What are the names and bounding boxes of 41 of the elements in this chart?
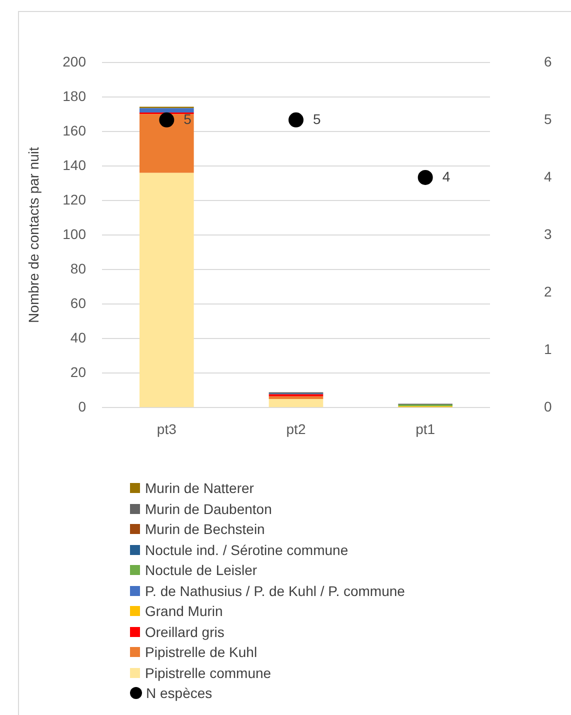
legend-label: Grand Murin bbox=[145, 603, 223, 620]
data-label: 4 bbox=[442, 168, 450, 184]
legend-label: N espèces bbox=[146, 685, 212, 702]
y2-tick-label: 6 bbox=[544, 53, 552, 70]
legend-label: Oreillard gris bbox=[145, 624, 224, 640]
y-tick-label: 200 bbox=[62, 53, 86, 70]
y-tick-label: 60 bbox=[70, 294, 86, 311]
y2-tick-label: 2 bbox=[544, 283, 552, 300]
y-tick-label: 120 bbox=[62, 191, 86, 208]
y-axis-title: Nombre de contacts par nuit bbox=[25, 146, 42, 323]
y2-tick-label: 4 bbox=[544, 168, 552, 184]
legend-label: Pipistrelle de Kuhl bbox=[145, 644, 258, 660]
y-tick-label: 140 bbox=[62, 156, 86, 173]
x-tick-label: pt1 bbox=[416, 420, 436, 437]
y-tick-label: 20 bbox=[70, 364, 86, 380]
legend-label: Murin de Daubenton bbox=[145, 500, 272, 517]
x-tick-label: pt3 bbox=[156, 420, 177, 437]
y-tick-label: 0 bbox=[78, 398, 86, 414]
legend-label: Noctule ind. / Sérotine commune bbox=[145, 542, 348, 558]
y-tick-label: 40 bbox=[70, 329, 86, 346]
bar bbox=[268, 398, 324, 408]
legend-label: P. de Nathusius / P. de Kuhl / P. commune bbox=[145, 582, 405, 599]
bar bbox=[140, 172, 194, 408]
bar bbox=[140, 114, 194, 173]
bar bbox=[268, 396, 324, 399]
y2-tick-label: 5 bbox=[544, 110, 552, 127]
legend-label: Murin de Natterer bbox=[145, 480, 254, 496]
legend-label: Pipistrelle commune bbox=[145, 664, 272, 681]
y-tick-label: 100 bbox=[62, 226, 86, 242]
y2-tick-label: 1 bbox=[544, 340, 552, 357]
bar bbox=[140, 108, 194, 112]
y-tick-label: 180 bbox=[62, 88, 86, 104]
legend-label: Murin de Bechstein bbox=[145, 521, 265, 538]
legend-label: Noctule de Leisler bbox=[145, 562, 258, 578]
data-label: 5 bbox=[184, 110, 192, 127]
y2-tick-label: 0 bbox=[544, 398, 552, 414]
data-label: 5 bbox=[313, 110, 321, 127]
y2-tick-label: 3 bbox=[544, 226, 552, 242]
x-tick-label: pt2 bbox=[286, 420, 306, 437]
y-tick-label: 80 bbox=[70, 260, 86, 276]
y-tick-label: 160 bbox=[62, 122, 86, 138]
